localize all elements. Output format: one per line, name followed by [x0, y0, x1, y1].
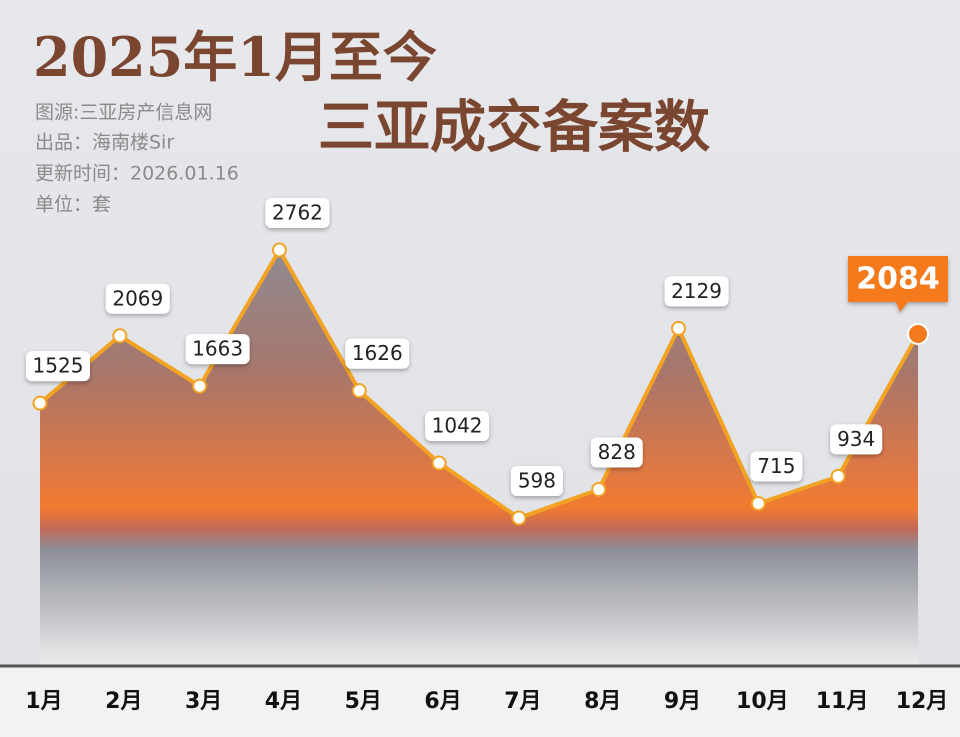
data-label: 2129	[671, 279, 722, 303]
source: 图源:三亚房产信息网	[35, 102, 212, 124]
point	[431, 455, 447, 471]
data-label: 715	[757, 454, 795, 478]
x-tick-label: 1月	[25, 689, 62, 714]
x-tick-label: 9月	[664, 689, 701, 714]
data-label: 1042	[432, 413, 483, 437]
x-axis-band	[0, 666, 960, 737]
x-tick-label: 2月	[105, 689, 142, 714]
label-box	[265, 198, 330, 228]
label-box	[750, 451, 803, 482]
x-tick-label: 7月	[504, 689, 541, 714]
point	[591, 481, 607, 497]
label-box	[830, 424, 883, 455]
point	[351, 383, 367, 399]
data-label: 934	[837, 427, 875, 451]
label-box	[345, 338, 410, 369]
x-tick-label: 3月	[185, 689, 222, 714]
data-label: 2084	[856, 261, 940, 296]
data-label: 1663	[192, 337, 243, 361]
point	[271, 242, 287, 258]
producer: 出品：海南楼Sir	[35, 132, 174, 154]
x-tick-label: 11月	[816, 689, 869, 714]
point	[830, 468, 846, 484]
label-box	[26, 351, 90, 382]
data-label: 1626	[352, 341, 403, 365]
x-tick-label: 8月	[584, 689, 621, 714]
area	[40, 250, 918, 666]
point	[192, 378, 208, 394]
label-box	[848, 255, 948, 312]
label-box	[664, 276, 729, 307]
x-tick-label: 10月	[736, 689, 789, 714]
chart-subtitle: 三亚成交备案数	[318, 95, 710, 161]
x-tick-label: 4月	[265, 689, 302, 714]
label-box	[105, 283, 170, 314]
x-tick-label: 6月	[424, 689, 461, 714]
point	[750, 495, 766, 511]
chart-title: 2025年1月至今	[33, 25, 437, 89]
label-box	[185, 334, 250, 365]
label-box	[510, 465, 563, 496]
label-box	[425, 410, 490, 441]
data-label: 1525	[33, 354, 84, 378]
data-label: 828	[598, 440, 636, 464]
point	[112, 328, 128, 344]
label-box	[590, 437, 643, 468]
point	[32, 395, 48, 411]
point	[907, 322, 929, 345]
x-tick-label: 5月	[345, 689, 382, 714]
updated: 更新时间：2026.01.16	[35, 163, 239, 185]
data-label: 2762	[272, 201, 323, 225]
data-label: 598	[518, 468, 556, 492]
unit: 单位：套	[35, 194, 111, 216]
point	[671, 320, 687, 336]
x-tick-label: 12月	[896, 689, 949, 714]
data-label: 2069	[112, 286, 163, 310]
line	[38, 248, 920, 520]
plot: 1525 2069 1663 2762 1626 1042 598 828 2129 715 934…	[26, 198, 948, 666]
point	[511, 510, 527, 526]
